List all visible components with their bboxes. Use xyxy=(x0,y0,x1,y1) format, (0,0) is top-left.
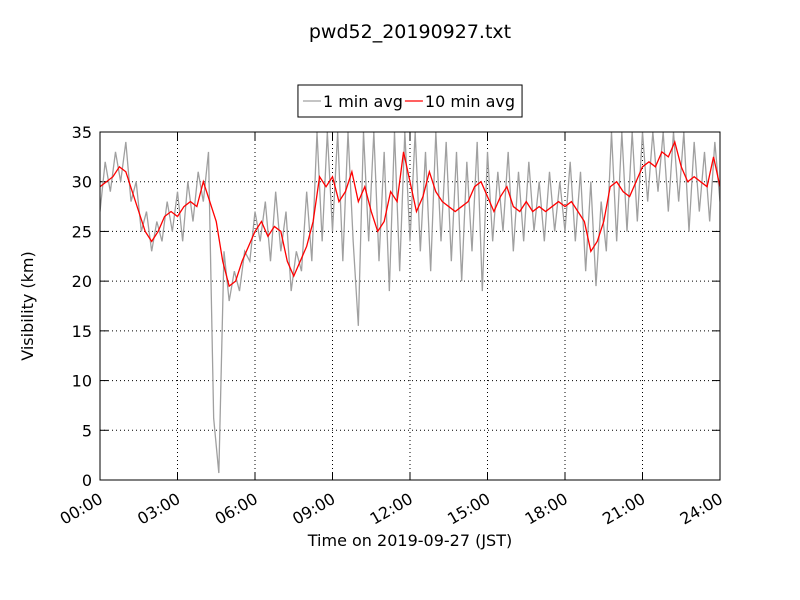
y-tick-label: 10 xyxy=(72,372,92,391)
y-tick-label: 0 xyxy=(82,471,92,490)
x-axis-label: Time on 2019-09-27 (JST) xyxy=(307,531,512,550)
y-tick-label: 20 xyxy=(72,272,92,291)
legend-label: 10 min avg xyxy=(425,92,515,111)
legend: 1 min avg 10 min avg xyxy=(297,84,523,118)
y-axis-label: Visibility (km) xyxy=(18,251,37,360)
y-tick-label: 15 xyxy=(72,322,92,341)
series-line xyxy=(100,131,720,474)
plot-frame xyxy=(99,131,721,481)
y-tick-label: 5 xyxy=(82,421,92,440)
y-tick-label: 25 xyxy=(72,222,92,241)
series-line xyxy=(100,139,720,288)
y-tick-label: 35 xyxy=(72,123,92,142)
legend-label: 1 min avg xyxy=(323,92,403,111)
chart-title: pwd52_20190927.txt xyxy=(309,21,511,43)
y-tick-label: 30 xyxy=(72,173,92,192)
